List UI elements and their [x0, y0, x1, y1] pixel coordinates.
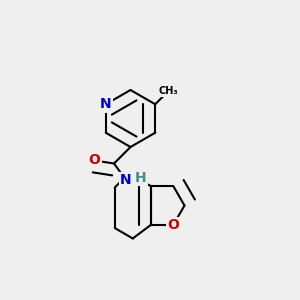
Text: O: O	[88, 154, 101, 167]
Text: CH₃: CH₃	[159, 86, 178, 96]
Text: O: O	[167, 218, 179, 232]
Text: N: N	[120, 173, 132, 187]
Text: N: N	[100, 97, 112, 111]
Text: H: H	[135, 171, 146, 184]
